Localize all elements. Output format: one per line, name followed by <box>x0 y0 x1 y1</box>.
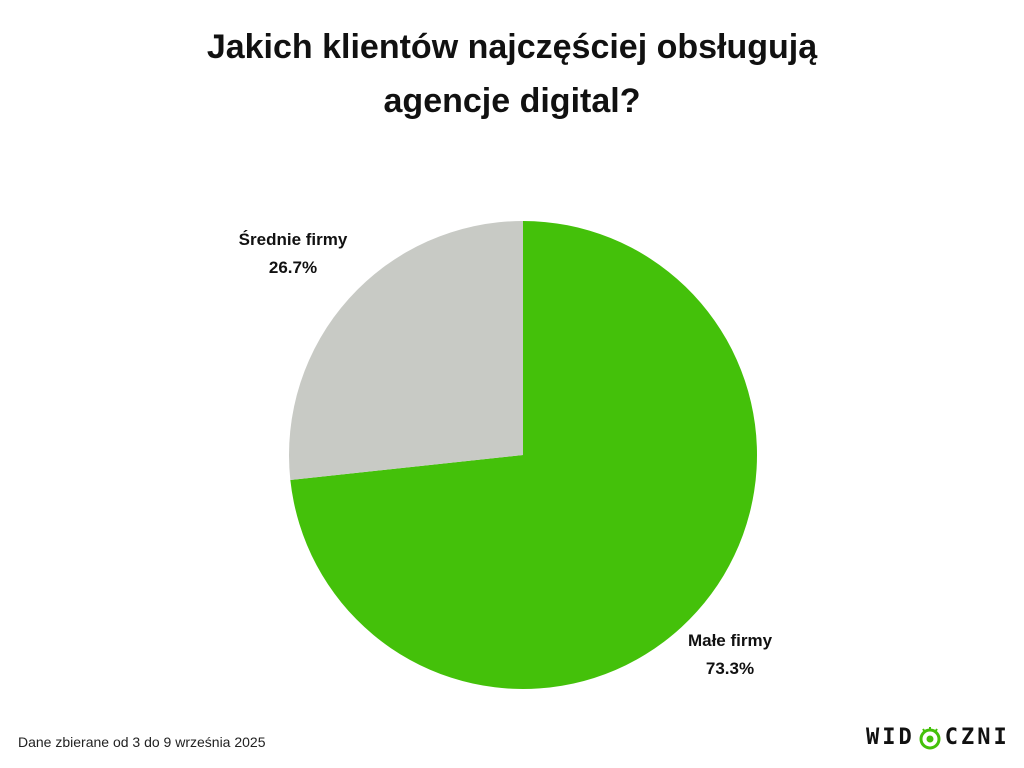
brand-logo: WID CZNI <box>866 722 1010 752</box>
slice-value-1: 26.7% <box>269 258 317 277</box>
slice-label-1: Średnie firmy <box>239 230 348 249</box>
eye-icon <box>917 724 943 750</box>
pie-slice-1 <box>289 221 523 480</box>
data-collection-note: Dane zbierane od 3 do 9 września 2025 <box>18 734 266 750</box>
slice-label-0: Małe firmy <box>688 631 773 650</box>
slice-value-0: 73.3% <box>706 659 754 678</box>
logo-text-right: CZNI <box>945 725 1010 750</box>
logo-text-left: WID <box>866 725 915 750</box>
